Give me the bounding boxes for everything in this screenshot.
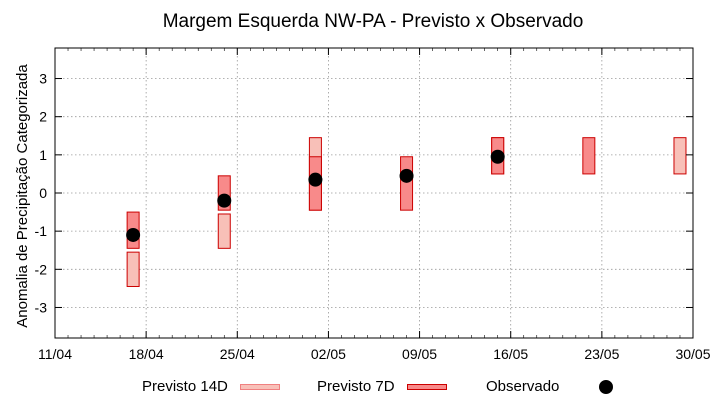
legend-swatch-previsto-14d: [239, 383, 280, 390]
grid-lines: [54, 48, 694, 338]
point-observado: [399, 168, 414, 183]
legend-label-previsto-7d: Previsto 7D: [317, 378, 395, 395]
x-tick-label: 09/05: [402, 346, 437, 362]
axis-ticks: -3 -2 -1 0 1 2 3 11/04 18/04 25/04 02/05 09/05 16/05…: [35, 48, 711, 362]
y-tick-label: 2: [39, 109, 47, 125]
y-tick-label: -1: [35, 223, 48, 239]
x-tick-label: 02/05: [311, 346, 346, 362]
bar-previsto-14d: [217, 213, 231, 249]
y-tick-label: 0: [39, 185, 47, 201]
y-tick-label: 3: [39, 71, 47, 87]
legend-swatch-previsto-7d: [406, 383, 447, 390]
bar-previsto-7d: [400, 156, 414, 211]
point-observado: [217, 193, 232, 208]
point-observado: [126, 227, 141, 242]
x-tick-label: 30/05: [675, 346, 710, 362]
y-tick-label: -2: [35, 261, 48, 277]
x-tick-label: 23/05: [584, 346, 619, 362]
point-observado: [308, 172, 323, 187]
y-tick-label: -3: [35, 299, 48, 315]
legend: Previsto 14D Previsto 7D Observado: [0, 378, 720, 398]
plot-frame: [54, 47, 694, 339]
point-observado: [490, 149, 505, 164]
series-previsto-7d: [126, 137, 596, 249]
bar-previsto-14d: [673, 137, 687, 175]
legend-label-observado: Observado: [486, 378, 560, 395]
bar-previsto-7d: [582, 137, 596, 175]
legend-item-observado: Observado: [486, 378, 614, 395]
x-tick-label: 18/04: [129, 346, 164, 362]
chart-title: Margem Esquerda NW-PA - Previsto x Obser…: [163, 11, 584, 32]
legend-marker-observado: [599, 379, 614, 394]
bar-previsto-14d: [126, 251, 140, 287]
x-tick-label: 11/04: [38, 346, 72, 362]
legend-item-previsto-7d: Previsto 7D: [317, 378, 447, 395]
series-observado: [126, 149, 505, 242]
x-tick-label: 16/05: [493, 346, 528, 362]
y-axis-label: Anomalia de Precipitação Categorizada: [14, 64, 31, 328]
legend-label-previsto-14d: Previsto 14D: [142, 378, 228, 395]
y-tick-label: 1: [39, 147, 47, 163]
x-tick-label: 25/04: [220, 346, 255, 362]
legend-item-previsto-14d: Previsto 14D: [142, 378, 280, 395]
